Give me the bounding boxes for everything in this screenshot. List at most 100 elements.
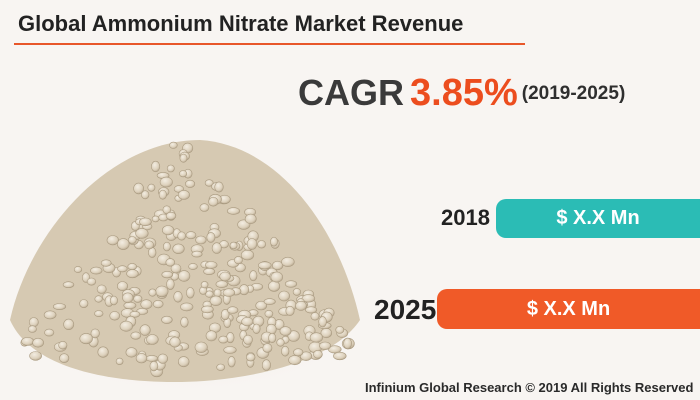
granule xyxy=(284,280,298,288)
granule xyxy=(295,300,307,311)
granule xyxy=(178,356,190,368)
granule xyxy=(246,353,256,362)
title-underline xyxy=(14,43,525,45)
granule xyxy=(86,277,97,286)
granule xyxy=(270,271,283,283)
granule xyxy=(229,241,238,250)
cagr-value: 3.85% xyxy=(410,72,518,114)
granule xyxy=(127,263,137,271)
granule xyxy=(140,299,153,310)
granule xyxy=(96,284,107,294)
granule xyxy=(185,179,196,188)
granule xyxy=(328,345,342,354)
year-label-2025: 2025 xyxy=(374,294,437,325)
granule xyxy=(161,271,174,279)
granule xyxy=(141,190,150,200)
granule xyxy=(261,359,271,371)
cagr-period: (2019-2025) xyxy=(521,83,626,104)
granule xyxy=(139,324,151,336)
granule xyxy=(209,295,223,307)
granule xyxy=(264,310,274,318)
granule xyxy=(301,294,316,303)
granule xyxy=(233,256,243,265)
granule xyxy=(159,176,173,188)
granule xyxy=(188,263,198,270)
granule xyxy=(220,309,230,321)
granule xyxy=(205,330,218,342)
granule xyxy=(117,281,129,291)
granule xyxy=(169,336,181,348)
granule xyxy=(244,213,257,224)
granule xyxy=(79,333,93,345)
granule xyxy=(257,261,272,270)
granule xyxy=(130,331,142,340)
granule xyxy=(90,328,100,339)
granule xyxy=(126,269,139,279)
granule xyxy=(179,170,188,178)
granule xyxy=(90,266,103,275)
granule xyxy=(177,190,190,200)
granule xyxy=(195,235,207,245)
granule xyxy=(97,346,109,358)
granule xyxy=(194,341,208,353)
granule xyxy=(200,281,209,289)
granule xyxy=(272,260,284,271)
ammonium-nitrate-granules-image xyxy=(0,140,370,390)
granule xyxy=(257,240,266,249)
revenue-bar-2018: $ X.X Mn xyxy=(496,199,700,238)
granule xyxy=(249,270,258,282)
granule xyxy=(305,306,318,314)
granule xyxy=(268,333,277,344)
granule xyxy=(246,238,258,250)
granule xyxy=(285,305,295,316)
granule xyxy=(335,325,345,334)
granule xyxy=(215,280,229,288)
granule xyxy=(157,353,169,364)
granule xyxy=(169,141,178,149)
granule xyxy=(139,217,152,227)
granule xyxy=(243,334,253,345)
granule xyxy=(135,353,148,364)
granule xyxy=(144,240,154,250)
granule xyxy=(278,290,290,302)
granule xyxy=(166,164,175,173)
granule xyxy=(293,348,304,357)
granule xyxy=(319,341,332,350)
granule xyxy=(94,310,104,317)
granule xyxy=(223,346,237,354)
granule xyxy=(166,278,175,290)
cagr-statement: CAGR 3.85% (2019-2025) xyxy=(298,72,625,115)
granule xyxy=(226,207,241,215)
granule xyxy=(185,231,197,240)
granule xyxy=(170,263,182,274)
granule xyxy=(222,288,236,297)
granule xyxy=(146,334,159,345)
granule xyxy=(145,355,159,362)
granule xyxy=(109,295,118,306)
granule xyxy=(52,303,66,310)
copyright-footer: Infinium Global Research © 2019 All Righ… xyxy=(365,380,694,395)
granule xyxy=(204,179,214,187)
granule xyxy=(219,271,231,282)
granule xyxy=(287,330,300,342)
granule xyxy=(162,241,171,252)
granule xyxy=(117,238,130,250)
granule xyxy=(263,298,276,305)
granule xyxy=(205,261,218,269)
granule xyxy=(147,183,156,192)
granule xyxy=(100,259,112,267)
granule xyxy=(44,328,55,337)
granule xyxy=(109,311,120,321)
granule xyxy=(115,357,124,365)
granule xyxy=(155,285,169,298)
granule xyxy=(240,249,255,261)
revenue-bar-2025: $ X.X Mn xyxy=(437,289,700,329)
granule xyxy=(129,311,141,318)
granule xyxy=(214,181,224,193)
granule xyxy=(62,281,75,288)
granule xyxy=(151,215,160,223)
granule xyxy=(333,351,347,361)
granule xyxy=(270,236,278,247)
granule xyxy=(125,347,138,358)
granule xyxy=(313,350,323,359)
